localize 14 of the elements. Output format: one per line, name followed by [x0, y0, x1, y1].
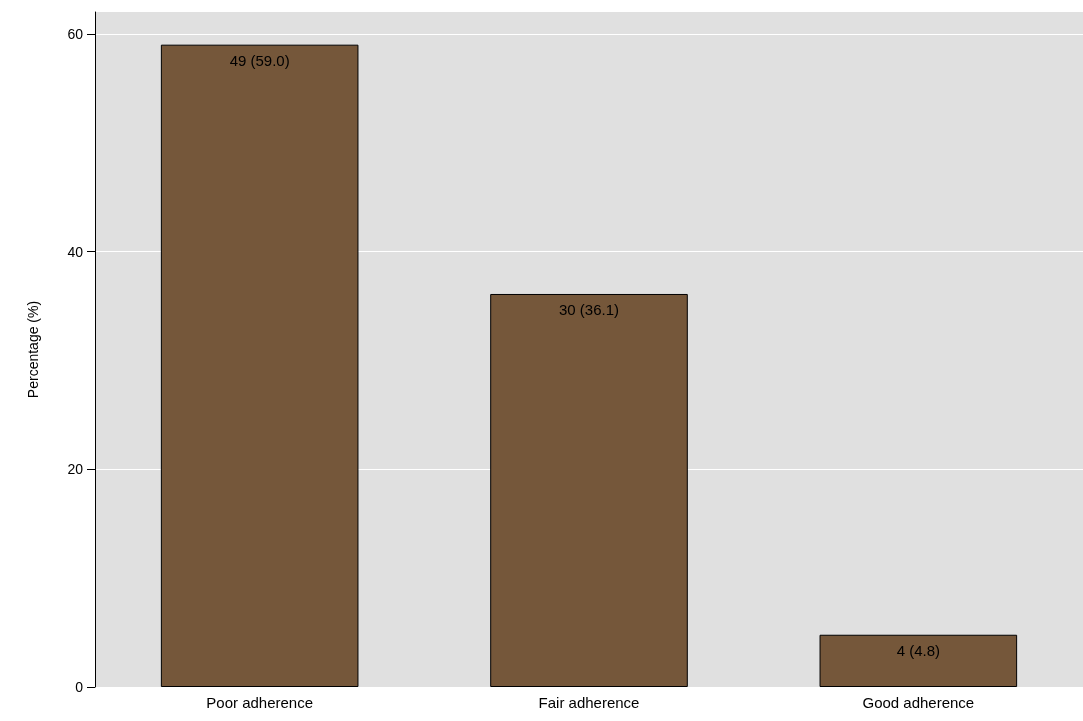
data-label: 4 (4.8): [896, 641, 941, 659]
bar: [490, 293, 688, 687]
data-label: 49 (59.0): [229, 51, 290, 69]
x-tick-label: Good adherence: [862, 694, 975, 711]
y-axis-title: Percentage (%): [25, 300, 41, 399]
bar: [819, 634, 1018, 687]
y-tick-label: 40: [67, 243, 84, 260]
y-tick-label: 20: [67, 461, 84, 478]
x-tick-label: Fair adherence: [538, 694, 640, 711]
data-label: 30 (36.1): [558, 300, 620, 318]
y-tick-label: 60: [67, 25, 84, 42]
x-tick-label: Poor adherence: [206, 694, 314, 711]
y-tick-label: 0: [75, 679, 84, 695]
bar: [160, 44, 359, 687]
